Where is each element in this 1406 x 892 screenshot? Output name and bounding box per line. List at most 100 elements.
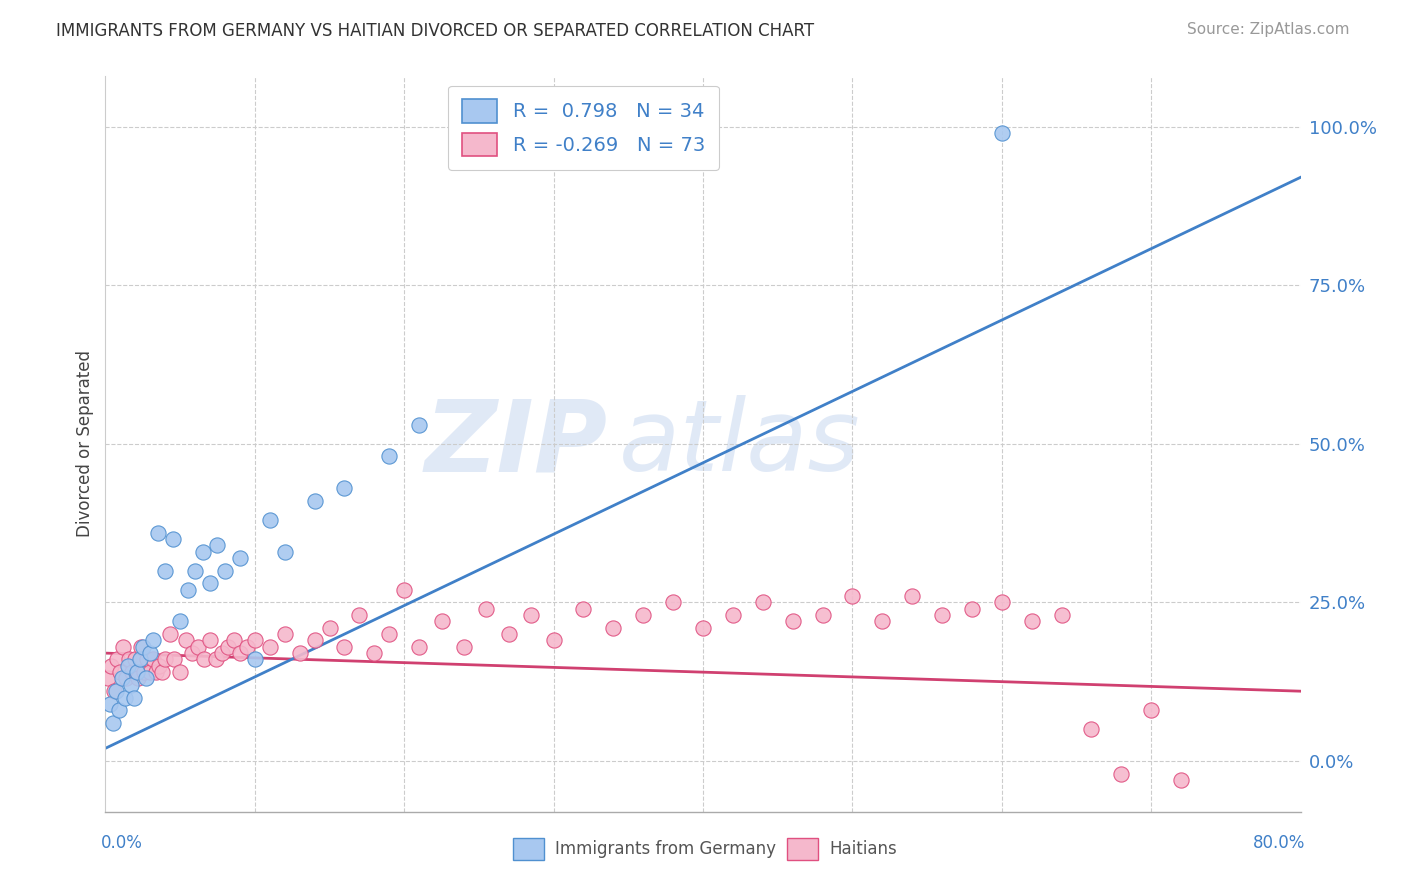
Legend: R =  0.798   N = 34, R = -0.269   N = 73: R = 0.798 N = 34, R = -0.269 N = 73	[449, 86, 718, 170]
Point	[1080, 723, 1102, 737]
Point	[128, 652, 150, 666]
Point	[453, 640, 475, 654]
Point	[288, 646, 311, 660]
Point	[153, 564, 177, 578]
Point	[153, 652, 177, 666]
Text: Haitians: Haitians	[830, 840, 897, 858]
Point	[273, 627, 295, 641]
Point	[1111, 766, 1133, 780]
Point	[129, 640, 153, 654]
Point	[136, 652, 159, 666]
Point	[174, 633, 197, 648]
Point	[408, 640, 430, 654]
Point	[333, 640, 356, 654]
Point	[333, 481, 356, 495]
Point	[110, 665, 132, 680]
Point	[117, 658, 139, 673]
Point	[205, 652, 228, 666]
Point	[193, 652, 215, 666]
Point	[259, 513, 281, 527]
Point	[198, 576, 221, 591]
Point	[148, 658, 170, 673]
Y-axis label: Divorced or Separated: Divorced or Separated	[76, 351, 94, 537]
Point	[169, 665, 191, 680]
Point	[304, 633, 326, 648]
Text: ZIP: ZIP	[425, 395, 607, 492]
Point	[214, 564, 236, 578]
Point	[139, 665, 162, 680]
Point	[124, 652, 146, 666]
Point	[181, 646, 204, 660]
Point	[98, 697, 121, 711]
Point	[114, 690, 136, 705]
Point	[134, 665, 156, 680]
Point	[142, 652, 165, 666]
Point	[243, 633, 266, 648]
Text: Immigrants from Germany: Immigrants from Germany	[555, 840, 776, 858]
Point	[120, 678, 142, 692]
Point	[150, 665, 173, 680]
Point	[108, 703, 131, 717]
Point	[378, 627, 401, 641]
Point	[543, 633, 565, 648]
Point	[135, 672, 157, 686]
Point	[191, 544, 214, 558]
Point	[318, 621, 340, 635]
Text: IMMIGRANTS FROM GERMANY VS HAITIAN DIVORCED OR SEPARATED CORRELATION CHART: IMMIGRANTS FROM GERMANY VS HAITIAN DIVOR…	[56, 22, 814, 40]
Point	[176, 582, 198, 597]
Point	[127, 672, 149, 686]
Point	[184, 564, 207, 578]
Point	[662, 595, 685, 609]
Point	[132, 640, 155, 654]
Point	[139, 646, 162, 660]
Point	[960, 601, 983, 615]
Point	[169, 615, 191, 629]
Point	[162, 532, 184, 546]
Point	[243, 652, 266, 666]
Point	[901, 589, 924, 603]
Point	[1050, 608, 1073, 623]
Point	[363, 646, 385, 660]
Point	[841, 589, 863, 603]
Point	[198, 633, 221, 648]
Point	[217, 640, 239, 654]
Point	[103, 684, 125, 698]
Point	[187, 640, 209, 654]
Point	[931, 608, 953, 623]
Text: Source: ZipAtlas.com: Source: ZipAtlas.com	[1187, 22, 1350, 37]
Point	[159, 627, 181, 641]
Point	[104, 684, 127, 698]
Point	[122, 690, 145, 705]
Point	[101, 715, 124, 730]
Point	[97, 672, 120, 686]
Point	[118, 652, 141, 666]
Point	[520, 608, 543, 623]
Point	[211, 646, 233, 660]
Point	[100, 658, 122, 673]
Point	[107, 652, 129, 666]
Point	[222, 633, 245, 648]
Point	[751, 595, 773, 609]
Point	[430, 615, 453, 629]
Point	[111, 672, 134, 686]
Point	[990, 595, 1012, 609]
Point	[602, 621, 624, 635]
Point	[633, 608, 655, 623]
Point	[229, 646, 252, 660]
Point	[112, 640, 135, 654]
Point	[872, 615, 894, 629]
Text: 0.0%: 0.0%	[101, 834, 143, 852]
Text: atlas: atlas	[619, 395, 860, 492]
Point	[229, 551, 252, 566]
Point	[145, 665, 167, 680]
Point	[142, 633, 165, 648]
Point	[349, 608, 371, 623]
Point	[146, 525, 169, 540]
Point	[475, 601, 498, 615]
Point	[163, 652, 186, 666]
Point	[721, 608, 744, 623]
Point	[378, 450, 401, 464]
Point	[990, 126, 1012, 140]
Point	[572, 601, 595, 615]
Point	[121, 665, 143, 680]
